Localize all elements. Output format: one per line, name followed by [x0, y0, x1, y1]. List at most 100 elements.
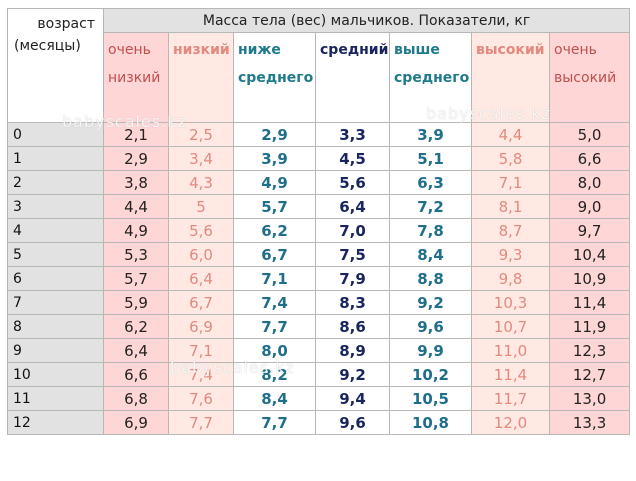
header-average: средний [315, 32, 390, 123]
value-cell: 13,0 [548, 386, 631, 411]
table-title: Масса тела (вес) мальчиков. Показатели, … [102, 8, 631, 33]
value-cell: 6,4 [315, 194, 390, 219]
value-cell: 6,7 [168, 290, 234, 315]
value-cell: 5,6 [168, 218, 234, 243]
table-row: 1 2,9 3,4 3,9 4,5 5,1 5,8 6,6 [7, 146, 631, 171]
value-cell: 3,4 [168, 146, 234, 171]
value-cell: 12,0 [471, 410, 550, 435]
value-cell: 9,3 [471, 242, 550, 267]
value-cell: 9,2 [389, 290, 472, 315]
value-cell: 3,3 [315, 122, 390, 147]
value-cell: 9,7 [548, 218, 631, 243]
value-cell: 7,9 [315, 266, 390, 291]
age-cell: 6 [7, 266, 104, 291]
value-cell: 11,4 [548, 290, 631, 315]
age-cell: 0 [7, 122, 104, 147]
header-very-high: очень высокий [548, 32, 631, 123]
value-cell: 9,6 [315, 410, 390, 435]
value-cell: 9,4 [315, 386, 390, 411]
value-cell: 6,8 [103, 386, 169, 411]
age-header-line2: (месяцы) [14, 38, 81, 54]
value-cell: 11,4 [471, 362, 550, 387]
value-cell: 10,3 [471, 290, 550, 315]
value-cell: 2,1 [103, 122, 169, 147]
age-cell: 12 [7, 410, 104, 435]
age-cell: 10 [7, 362, 104, 387]
value-cell: 10,8 [389, 410, 472, 435]
value-cell: 4,4 [471, 122, 550, 147]
header-below-average: ниже среднего [233, 32, 316, 123]
age-header-cell: возраст (месяцы) [7, 8, 104, 123]
age-cell: 3 [7, 194, 104, 219]
value-cell: 6,4 [168, 266, 234, 291]
table-row: 9 6,4 7,1 8,0 8,9 9,9 11,0 12,3 [7, 338, 631, 363]
value-cell: 8,1 [471, 194, 550, 219]
value-cell: 6,2 [233, 218, 316, 243]
age-cell: 11 [7, 386, 104, 411]
value-cell: 5,7 [103, 266, 169, 291]
value-cell: 8,3 [315, 290, 390, 315]
value-cell: 5,3 [103, 242, 169, 267]
value-cell: 7,4 [168, 362, 234, 387]
value-cell: 9,9 [389, 338, 472, 363]
age-header-line1: возраст [37, 16, 95, 32]
value-cell: 8,8 [389, 266, 472, 291]
value-cell: 4,3 [168, 170, 234, 195]
value-cell: 8,2 [233, 362, 316, 387]
value-cell: 7,1 [168, 338, 234, 363]
value-cell: 2,9 [103, 146, 169, 171]
value-cell: 10,5 [389, 386, 472, 411]
value-cell: 6,9 [103, 410, 169, 435]
table-row: 8 6,2 6,9 7,7 8,6 9,6 10,7 11,9 [7, 314, 631, 339]
table-row: 11 6,8 7,6 8,4 9,4 10,5 11,7 13,0 [7, 386, 631, 411]
value-cell: 9,8 [471, 266, 550, 291]
value-cell: 9,2 [315, 362, 390, 387]
age-cell: 8 [7, 314, 104, 339]
age-cell: 5 [7, 242, 104, 267]
table-row: 10 6,6 7,4 8,2 9,2 10,2 11,4 12,7 [7, 362, 631, 387]
value-cell: 8,6 [315, 314, 390, 339]
value-cell: 7,1 [471, 170, 550, 195]
value-cell: 7,1 [233, 266, 316, 291]
value-cell: 8,0 [233, 338, 316, 363]
value-cell: 12,7 [548, 362, 631, 387]
value-cell: 3,8 [103, 170, 169, 195]
value-cell: 4,9 [233, 170, 316, 195]
header-very-low: очень низкий [103, 32, 169, 123]
value-cell: 10,7 [471, 314, 550, 339]
value-cell: 8,0 [548, 170, 631, 195]
value-cell: 10,9 [548, 266, 631, 291]
value-cell: 5,9 [103, 290, 169, 315]
value-cell: 7,4 [233, 290, 316, 315]
value-cell: 7,7 [233, 410, 316, 435]
weight-table: возраст (месяцы) Масса тела (вес) мальчи… [7, 8, 631, 435]
value-cell: 2,5 [168, 122, 234, 147]
value-cell: 5,8 [471, 146, 550, 171]
value-cell: 6,3 [389, 170, 472, 195]
age-cell: 2 [7, 170, 104, 195]
value-cell: 9,6 [389, 314, 472, 339]
value-cell: 8,9 [315, 338, 390, 363]
value-cell: 9,0 [548, 194, 631, 219]
table-row: 7 5,9 6,7 7,4 8,3 9,2 10,3 11,4 [7, 290, 631, 315]
table-row: 4 4,9 5,6 6,2 7,0 7,8 8,7 9,7 [7, 218, 631, 243]
value-cell: 10,2 [389, 362, 472, 387]
age-cell: 4 [7, 218, 104, 243]
value-cell: 5,7 [233, 194, 316, 219]
value-cell: 5,0 [548, 122, 631, 147]
value-cell: 13,3 [548, 410, 631, 435]
table-row: 3 4,4 5 5,7 6,4 7,2 8,1 9,0 [7, 194, 631, 219]
age-cell: 1 [7, 146, 104, 171]
table-row: 12 6,9 7,7 7,7 9,6 10,8 12,0 13,3 [7, 410, 631, 435]
value-cell: 6,4 [103, 338, 169, 363]
value-cell: 11,7 [471, 386, 550, 411]
table-row: 0 2,1 2,5 2,9 3,3 3,9 4,4 5,0 [7, 122, 631, 147]
value-cell: 6,9 [168, 314, 234, 339]
age-cell: 9 [7, 338, 104, 363]
value-cell: 7,2 [389, 194, 472, 219]
value-cell: 8,7 [471, 218, 550, 243]
age-cell: 7 [7, 290, 104, 315]
value-cell: 8,4 [233, 386, 316, 411]
table-row: 6 5,7 6,4 7,1 7,9 8,8 9,8 10,9 [7, 266, 631, 291]
value-cell: 4,9 [103, 218, 169, 243]
